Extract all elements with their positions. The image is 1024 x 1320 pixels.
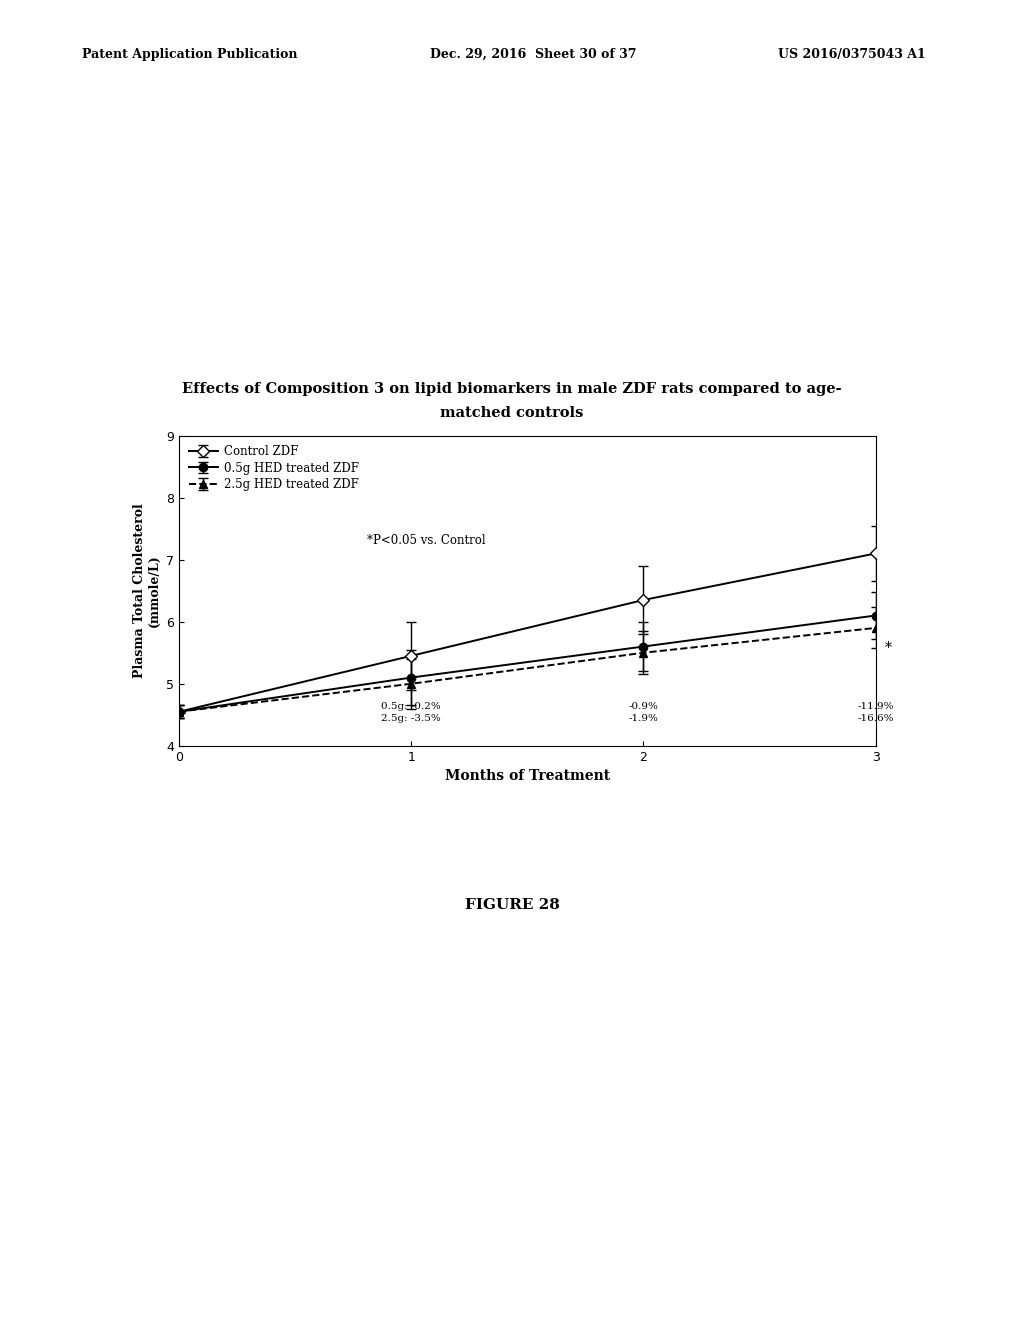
Text: *: * <box>885 642 892 656</box>
Y-axis label: Plasma Total Cholesterol
(mmole/L): Plasma Total Cholesterol (mmole/L) <box>133 503 161 678</box>
Text: 2.5g: -3.5%: 2.5g: -3.5% <box>381 714 441 722</box>
Text: FIGURE 28: FIGURE 28 <box>465 898 559 912</box>
Text: matched controls: matched controls <box>440 405 584 420</box>
Text: 0.5g: -0.2%: 0.5g: -0.2% <box>381 702 441 711</box>
Text: -0.9%: -0.9% <box>629 702 658 711</box>
X-axis label: Months of Treatment: Months of Treatment <box>444 770 610 783</box>
Text: -1.9%: -1.9% <box>629 714 658 722</box>
Legend: Control ZDF, 0.5g HED treated ZDF, 2.5g HED treated ZDF: Control ZDF, 0.5g HED treated ZDF, 2.5g … <box>185 441 362 495</box>
Text: -11.9%: -11.9% <box>857 702 894 711</box>
Text: -16.6%: -16.6% <box>857 714 894 722</box>
Text: US 2016/0375043 A1: US 2016/0375043 A1 <box>778 48 926 61</box>
Text: *P<0.05 vs. Control: *P<0.05 vs. Control <box>368 535 485 548</box>
Text: Patent Application Publication: Patent Application Publication <box>82 48 297 61</box>
Text: Dec. 29, 2016  Sheet 30 of 37: Dec. 29, 2016 Sheet 30 of 37 <box>430 48 637 61</box>
Text: Effects of Composition 3 on lipid biomarkers in male ZDF rats compared to age-: Effects of Composition 3 on lipid biomar… <box>182 381 842 396</box>
